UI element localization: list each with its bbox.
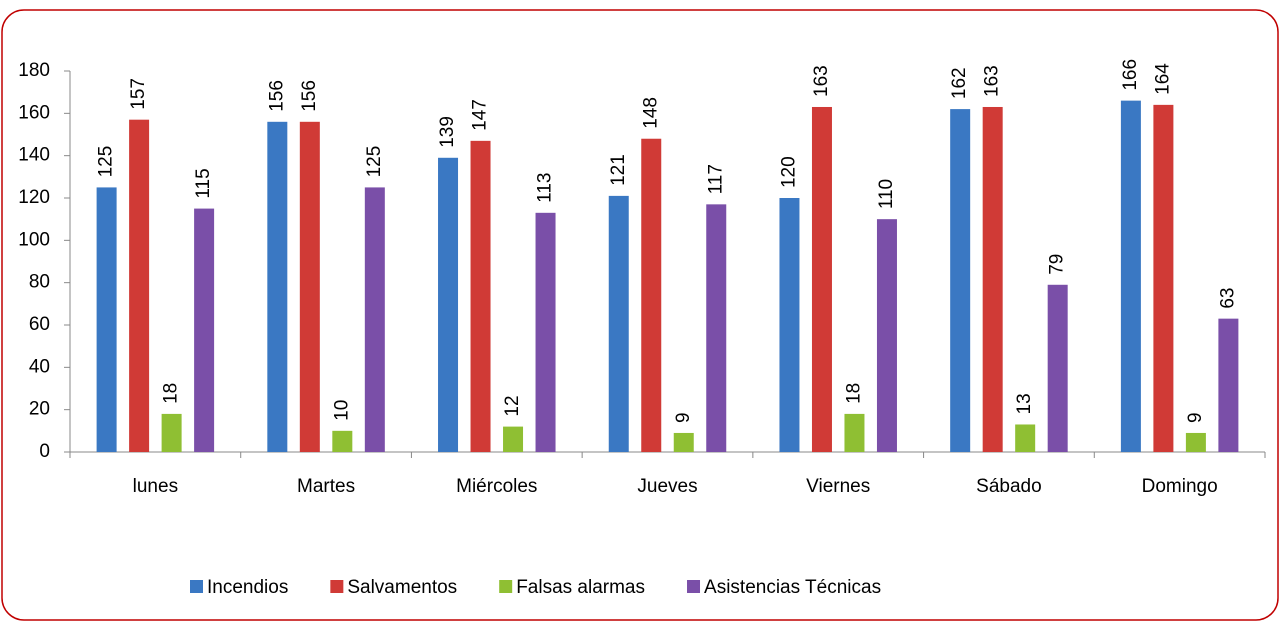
data-label: 117 [705,164,726,194]
data-label: 163 [811,65,832,97]
legend-swatch [330,580,344,593]
x-tick-label: Martes [297,476,355,497]
bar [1218,318,1239,452]
bar [194,208,215,452]
y-tick-label: 140 [18,145,50,166]
y-tick-label: 60 [29,314,50,335]
bar [706,204,727,452]
data-label: 148 [640,97,661,129]
bar [332,430,353,452]
data-label: 115 [193,168,214,198]
data-label: 156 [299,80,320,112]
data-label: 166 [1120,59,1141,91]
bar [535,212,556,452]
y-tick-label: 0 [39,441,50,462]
data-label: 18 [161,383,182,404]
bar [96,187,117,452]
bar [876,219,897,452]
bar [1185,432,1206,452]
data-label: 10 [331,400,352,421]
bar [1120,100,1141,452]
legend-swatch [499,580,513,593]
bar [267,121,288,453]
data-label: 147 [470,99,491,131]
data-label: 79 [1047,254,1068,275]
y-tick-label: 120 [18,187,50,208]
legend-label: Salvamentos [347,577,457,598]
data-label: 162 [949,67,970,99]
x-tick-label: Miércoles [456,476,537,497]
y-tick-label: 180 [18,60,50,81]
x-tick-label: Domingo [1142,476,1218,497]
legend-swatch [190,580,203,593]
legend-label: Falsas alarmas [516,577,645,598]
bar [641,138,662,452]
x-tick-label: Viernes [806,476,870,497]
bar [129,119,150,452]
x-tick-label: Jueves [637,476,697,497]
data-label: 13 [1014,393,1035,414]
bar [950,109,971,452]
x-tick-label: lunes [133,476,178,497]
y-tick-label: 80 [29,272,50,293]
data-label: 157 [128,78,149,110]
bar [1153,104,1174,452]
data-label: 125 [96,146,117,178]
bar [438,157,459,453]
data-label: 121 [608,154,629,186]
y-tick-label: 40 [29,356,50,377]
data-label: 164 [1152,63,1173,95]
data-label: 63 [1217,288,1238,309]
bar [1047,284,1068,452]
data-label: 110 [876,179,897,209]
legend-label: Asistencias Técnicas [704,577,881,598]
bar [470,140,491,452]
data-label: 9 [673,412,694,423]
data-label: 125 [364,146,385,178]
bar [982,106,1003,452]
legend-swatch [687,580,701,593]
bar [299,121,320,453]
data-label: 156 [266,80,287,112]
bar [503,426,524,452]
data-label: 139 [437,116,458,148]
bar [161,413,182,452]
bar [364,187,385,452]
data-label: 9 [1185,412,1206,423]
y-tick-label: 20 [29,399,50,420]
y-tick-label: 100 [18,229,50,250]
bar [1015,424,1036,452]
legend-label: Incendios [207,577,288,598]
x-tick-label: Sábado [976,476,1042,497]
bar [779,198,800,452]
data-label: 120 [778,156,799,188]
bar [811,106,832,452]
bar [673,432,694,452]
bar [608,195,629,452]
data-label: 163 [982,65,1003,97]
data-label: 18 [843,383,864,404]
data-label: 113 [535,173,556,203]
y-tick-label: 160 [18,102,50,123]
data-label: 12 [502,395,523,416]
bar [844,413,865,452]
